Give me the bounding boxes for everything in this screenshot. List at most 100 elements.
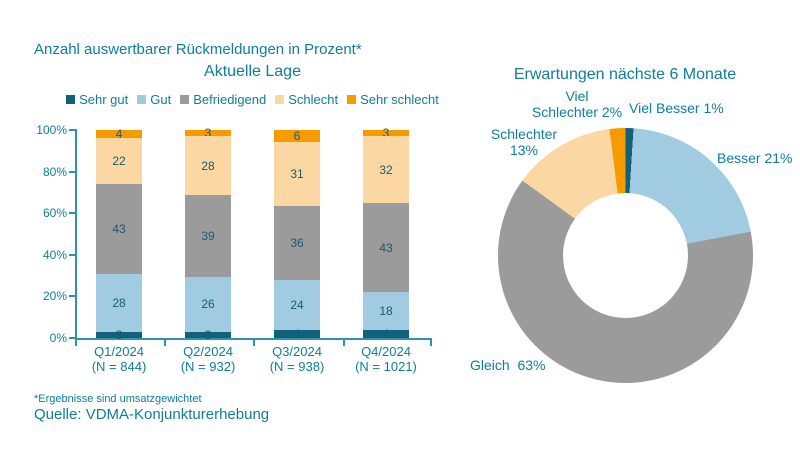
y-axis-tick — [69, 253, 77, 256]
y-axis-tick-label: 80% — [42, 164, 67, 179]
bar-segment: 4 — [96, 127, 142, 142]
bar-value-label: 4 — [115, 127, 123, 142]
legend-color-swatch-icon — [137, 95, 147, 104]
bar-value-label: 3 — [204, 327, 212, 342]
legend-item: Schlecht — [275, 92, 338, 107]
x-axis-tick — [75, 339, 77, 346]
legend-label: Sehr schlecht — [360, 92, 439, 107]
legend-item: Sehr schlecht — [347, 92, 439, 107]
bar-value-label: 24 — [290, 298, 304, 313]
bar-segment: 6 — [274, 129, 320, 144]
y-axis-tick-label: 40% — [42, 247, 67, 262]
bar-segment: 36 — [274, 206, 320, 281]
y-axis-tick-label: 100% — [36, 123, 67, 137]
bar-value-label: 39 — [201, 229, 215, 244]
legend-color-swatch-icon — [180, 95, 190, 104]
donut-label-line: Viel Besser 1% — [629, 100, 724, 116]
bar-value-label: 36 — [290, 236, 304, 251]
donut-slice-label: Besser 21% — [717, 150, 800, 166]
bar-segment: 24 — [274, 280, 320, 330]
y-axis-tick — [69, 212, 77, 215]
footnote: *Ergebnisse sind umsatzgewichtet — [34, 393, 202, 405]
bar-segment: 39 — [185, 195, 231, 278]
bar-segment: 3 — [96, 329, 142, 341]
bar-value-label: 4 — [293, 326, 301, 341]
category-n-count: (N = 844) — [91, 359, 147, 374]
bar-value-label: 3 — [382, 126, 390, 141]
bar-value-label: 28 — [201, 158, 215, 173]
donut-slice-label: Gleich 63% — [470, 357, 590, 373]
donut-label-line: Schlechter — [490, 126, 558, 142]
bar-segment: 3 — [363, 126, 409, 141]
bar-value-label: 3 — [204, 126, 212, 141]
legend-color-swatch-icon — [347, 95, 357, 104]
x-axis-tick — [343, 339, 345, 346]
bar-segment: 26 — [185, 277, 231, 332]
donut-slice-label: Viel Schlechter 2% — [512, 88, 642, 120]
donut-slice-label: Schlechter 13% — [469, 126, 579, 158]
x-category-label: Q3/2024 (N = 938) — [252, 344, 342, 374]
bar-column: 3 32 43 18 4 — [363, 126, 409, 341]
bar-segment: 3 — [185, 126, 231, 141]
y-axis-tick — [69, 295, 77, 298]
category-name: Q1/2024 — [94, 344, 144, 359]
bar-value-label: 43 — [379, 240, 393, 255]
legend-item: Befriedigend — [180, 92, 266, 107]
y-axis-tick — [69, 129, 77, 131]
x-category-label: Q2/2024 (N = 932) — [163, 344, 253, 374]
x-category-label: Q4/2024 (N = 1021) — [341, 344, 431, 374]
bar-column: 3 28 39 26 3 — [185, 126, 231, 342]
bar-column: 4 22 43 28 3 — [96, 127, 142, 341]
bar-value-label: 22 — [112, 154, 126, 169]
legend-label: Gut — [150, 92, 172, 107]
bar-segment: 43 — [363, 202, 409, 293]
bar-segment: 43 — [96, 184, 142, 274]
donut-chart — [498, 128, 753, 383]
x-category-label: Q1/2024 (N = 844) — [74, 344, 164, 374]
bar-value-label: 18 — [379, 303, 393, 318]
x-axis-tick — [253, 339, 255, 346]
bar-value-label: 6 — [293, 129, 301, 144]
y-axis-tick — [69, 170, 77, 173]
y-axis-tick-label: 20% — [42, 289, 67, 304]
category-name: Q2/2024 — [183, 344, 233, 359]
y-axis-tick-label: 60% — [42, 206, 67, 221]
category-name: Q4/2024 — [361, 344, 411, 359]
bar-segment: 3 — [185, 327, 231, 342]
donut-slice-label: Viel Besser 1% — [629, 100, 759, 116]
bar-segment: 18 — [363, 292, 409, 330]
bar-segment: 22 — [96, 138, 142, 185]
x-axis-tick — [430, 339, 432, 346]
legend-label: Sehr gut — [79, 92, 129, 107]
bar-chart-legend: Sehr gut Gut Befriedigend Schlecht Sehr schl… — [40, 92, 465, 107]
bar-value-label: 32 — [379, 162, 393, 177]
bar-value-label: 4 — [382, 326, 390, 341]
bar-segment: 4 — [363, 326, 409, 341]
category-n-count: (N = 938) — [269, 359, 325, 374]
y-axis-line — [75, 129, 77, 339]
source-line: Quelle: VDMA-Konjunkturerhebung — [34, 406, 270, 423]
page-title: Anzahl auswertbarer Rückmeldungen in Pro… — [34, 41, 362, 58]
bar-value-label: 26 — [201, 297, 215, 312]
y-axis-tick — [69, 337, 77, 339]
donut-label-line: 13% — [509, 142, 539, 158]
bar-segment: 28 — [96, 273, 142, 332]
bar-segment: 28 — [185, 136, 231, 196]
bar-chart-plot-area: 0% 20% 40% 60% 80% 100% 4 22 43 28 3 Q1/2024 (N = 84… — [36, 123, 432, 374]
y-axis-tick-label: 0% — [49, 331, 67, 345]
bar-segment: 32 — [363, 136, 409, 203]
legend-item: Gut — [137, 92, 171, 107]
legend-item: Sehr gut — [66, 92, 128, 107]
donut-chart-title: Erwartungen nächste 6 Monate — [513, 66, 737, 83]
donut-label-line: Schlechter 2% — [531, 104, 623, 120]
x-axis-tick — [164, 339, 166, 346]
bar-value-label: 28 — [112, 295, 126, 310]
legend-color-swatch-icon — [66, 95, 76, 104]
category-name: Q3/2024 — [272, 344, 322, 359]
bar-value-label: 43 — [112, 221, 126, 236]
bar-segment: 31 — [274, 142, 320, 207]
legend-label: Befriedigend — [193, 92, 267, 107]
category-n-count: (N = 1021) — [355, 359, 417, 374]
bar-chart-title: Aktuelle Lage — [204, 63, 301, 80]
